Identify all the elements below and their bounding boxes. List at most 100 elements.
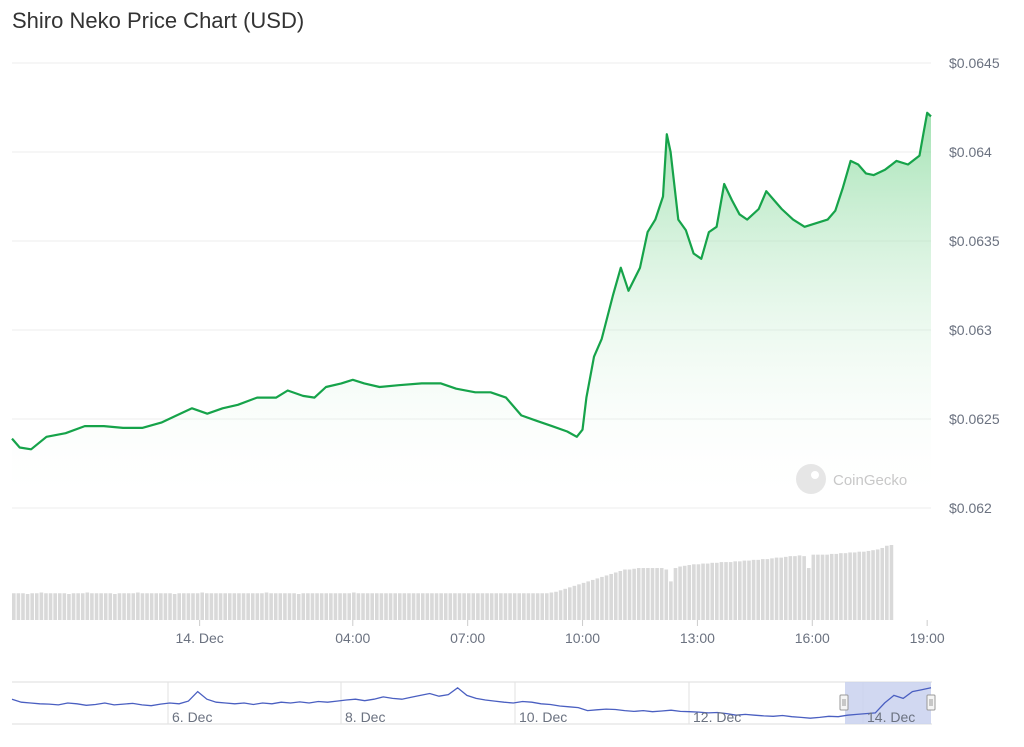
navigator-selection[interactable]	[845, 682, 931, 724]
volume-bar	[485, 593, 489, 620]
volume-bar	[471, 593, 476, 620]
volume-bar	[126, 593, 131, 620]
volume-bar	[650, 568, 655, 620]
volume-bar	[466, 593, 471, 620]
volume-bar	[793, 556, 797, 620]
volume-bar	[839, 553, 843, 620]
volume-bar	[154, 593, 159, 620]
navigator-line	[11, 686, 932, 719]
volume-bar	[457, 593, 462, 620]
volume-bar	[420, 593, 425, 620]
volume-bar	[347, 593, 352, 620]
volume-bar	[149, 593, 154, 620]
volume-bar	[227, 593, 232, 620]
volume-bar	[287, 593, 292, 620]
volume-bar	[646, 568, 650, 620]
navigator-tick-label: 8. Dec	[345, 709, 385, 725]
volume-bar	[590, 579, 595, 620]
volume-bar	[531, 593, 535, 620]
volume-bar	[696, 564, 701, 620]
price-line	[11, 111, 932, 451]
volume-bar	[172, 594, 177, 620]
volume-bar	[453, 593, 457, 620]
volume-bar	[402, 593, 407, 620]
x-tick-label: 13:00	[680, 630, 715, 646]
volume-bar	[278, 593, 283, 620]
volume-bar	[462, 593, 466, 620]
volume-bar	[443, 593, 448, 620]
volume-bar	[269, 593, 273, 620]
volume-bar	[195, 593, 200, 620]
navigator[interactable]: 6. Dec 8. Dec 10. Dec 12. Dec 14. Dec	[11, 681, 936, 725]
volume-bar	[283, 593, 287, 620]
x-tick-label: 04:00	[335, 630, 370, 646]
volume-bar	[163, 593, 168, 620]
volume-bar	[365, 593, 370, 620]
volume-bar	[296, 594, 301, 620]
volume-bar	[682, 565, 687, 620]
volume-bar	[260, 593, 264, 620]
volume-bar	[641, 568, 646, 620]
volume-bar	[852, 552, 857, 620]
volume-bar	[751, 559, 756, 620]
volume-bar	[517, 593, 522, 620]
volume-bar	[218, 593, 223, 620]
navigator-tick-label: 12. Dec	[693, 709, 741, 725]
volume-bar	[788, 556, 793, 620]
volume-bar	[779, 557, 783, 620]
y-tick-label: $0.064	[949, 144, 992, 160]
volume-bar	[182, 593, 186, 620]
x-tick-label: 07:00	[450, 630, 485, 646]
volume-bar	[797, 555, 802, 620]
volume-bar	[783, 556, 788, 620]
price-area	[12, 112, 931, 509]
volume-bar	[113, 594, 117, 620]
x-axis: 14. Dec 04:00 07:00 10:00 13:00 16:00 19:00	[176, 620, 945, 646]
volume-bar	[816, 554, 820, 620]
volume-bar	[673, 568, 678, 620]
gecko-logo-icon	[796, 464, 826, 494]
volume-bar	[122, 593, 126, 620]
volume-bar	[264, 592, 269, 620]
volume-bar	[384, 593, 388, 620]
volume-bar	[623, 569, 627, 620]
volume-bar	[329, 593, 333, 620]
volume-bar	[140, 593, 145, 620]
navigator-right-handle[interactable]	[926, 694, 936, 711]
volume-bar	[549, 592, 554, 620]
volume-bar	[393, 593, 397, 620]
volume-bar	[416, 593, 420, 620]
volume-bar	[825, 554, 829, 620]
volume-bar	[540, 593, 545, 620]
volume-bar	[342, 593, 347, 620]
x-tick-label: 10:00	[565, 630, 600, 646]
coingecko-watermark: CoinGecko	[796, 464, 907, 494]
volume-bar	[678, 566, 682, 620]
volume-bar	[246, 593, 250, 620]
volume-bar	[480, 593, 485, 620]
volume-bar	[85, 592, 90, 620]
volume-bar	[760, 559, 765, 620]
volume-bar	[829, 553, 834, 620]
volume-bar	[545, 593, 549, 620]
volume-bar	[880, 547, 885, 620]
volume-bar	[99, 593, 103, 620]
volume-bar	[618, 570, 623, 620]
volume-bar	[802, 556, 806, 620]
volume-bar	[600, 576, 604, 620]
navigator-left-handle[interactable]	[839, 694, 849, 711]
volume-bar	[30, 593, 34, 620]
y-tick-label: $0.0625	[949, 411, 1000, 427]
volume-bar	[885, 545, 889, 620]
volume-bar	[581, 582, 586, 620]
volume-bar	[577, 584, 581, 620]
chart-title: Shiro Neko Price Chart (USD)	[12, 8, 305, 33]
volume-bar	[701, 563, 705, 620]
volume-bar	[862, 551, 866, 620]
volume-bar	[857, 551, 862, 620]
volume-bar	[223, 593, 227, 620]
volume-bar	[16, 593, 21, 620]
volume-bar	[324, 593, 329, 620]
volume-bar	[848, 552, 852, 620]
